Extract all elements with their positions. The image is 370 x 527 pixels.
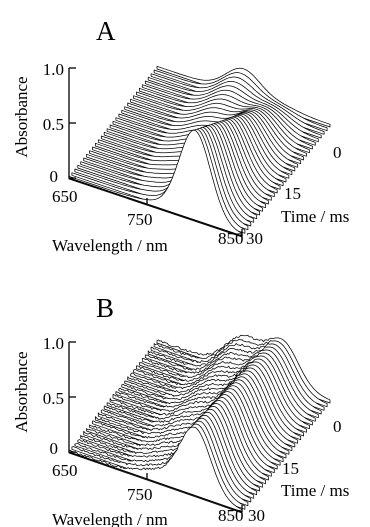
panel-b-traces — [68, 334, 331, 514]
panel-a-z-tick-label-15: 15 — [284, 184, 301, 203]
panel-a-label: A — [96, 16, 116, 46]
panel-b: B 1.0 0.5 0 Absorbance 650 750 850 Wavel… — [12, 293, 349, 527]
panel-b-trace-30 — [68, 426, 243, 514]
panel-b-label: B — [96, 293, 114, 323]
panel-b-y-axis-label: Absorbance — [12, 351, 31, 432]
panel-a-x-tick-label-650: 650 — [52, 187, 78, 206]
panel-a-y-axis-label: Absorbance — [12, 76, 31, 157]
panel-b-x-tick-label-750: 750 — [127, 485, 153, 504]
panel-b-z-axis-label: Time / ms — [281, 481, 349, 500]
panel-a-y-tick-label-1: 1.0 — [43, 60, 64, 79]
panel-b-z-tick-label-30: 30 — [248, 506, 265, 525]
panel-b-x-tick-label-650: 650 — [52, 461, 78, 480]
panel-a-z-tick-label-30: 30 — [246, 229, 263, 248]
panel-b-z-tick-label-0: 0 — [333, 417, 342, 436]
panel-b-x-axis-label: Wavelength / nm — [52, 510, 168, 527]
panel-b-axes — [68, 341, 243, 513]
panel-b-x-tick-label-850: 850 — [218, 506, 244, 525]
panel-a-z-tick-label-0: 0 — [333, 143, 342, 162]
panel-b-y-tick-label-1: 1.0 — [43, 334, 64, 353]
panel-a-trace-30 — [68, 129, 243, 238]
panel-a-z-axis-label: Time / ms — [281, 207, 349, 226]
panel-a-y-tick-label-05: 0.5 — [43, 115, 64, 134]
panel-a-y-tick-label-0: 0 — [50, 167, 59, 186]
panel-b-y-tick-label-05: 0.5 — [43, 389, 64, 408]
panel-a-x-tick-label-850: 850 — [218, 229, 244, 248]
panel-a-traces — [68, 65, 331, 238]
panel-a-x-axis-label: Wavelength / nm — [52, 236, 168, 255]
panel-a-x-tick-label-750: 750 — [127, 210, 153, 229]
panel-a: A 1.0 0.5 0 Absorbance 650 750 850 Wavel… — [12, 16, 349, 255]
panel-b-z-tick-label-15: 15 — [282, 459, 299, 478]
panel-a-axes — [68, 67, 243, 237]
panel-b-y-tick-label-0: 0 — [50, 439, 59, 458]
